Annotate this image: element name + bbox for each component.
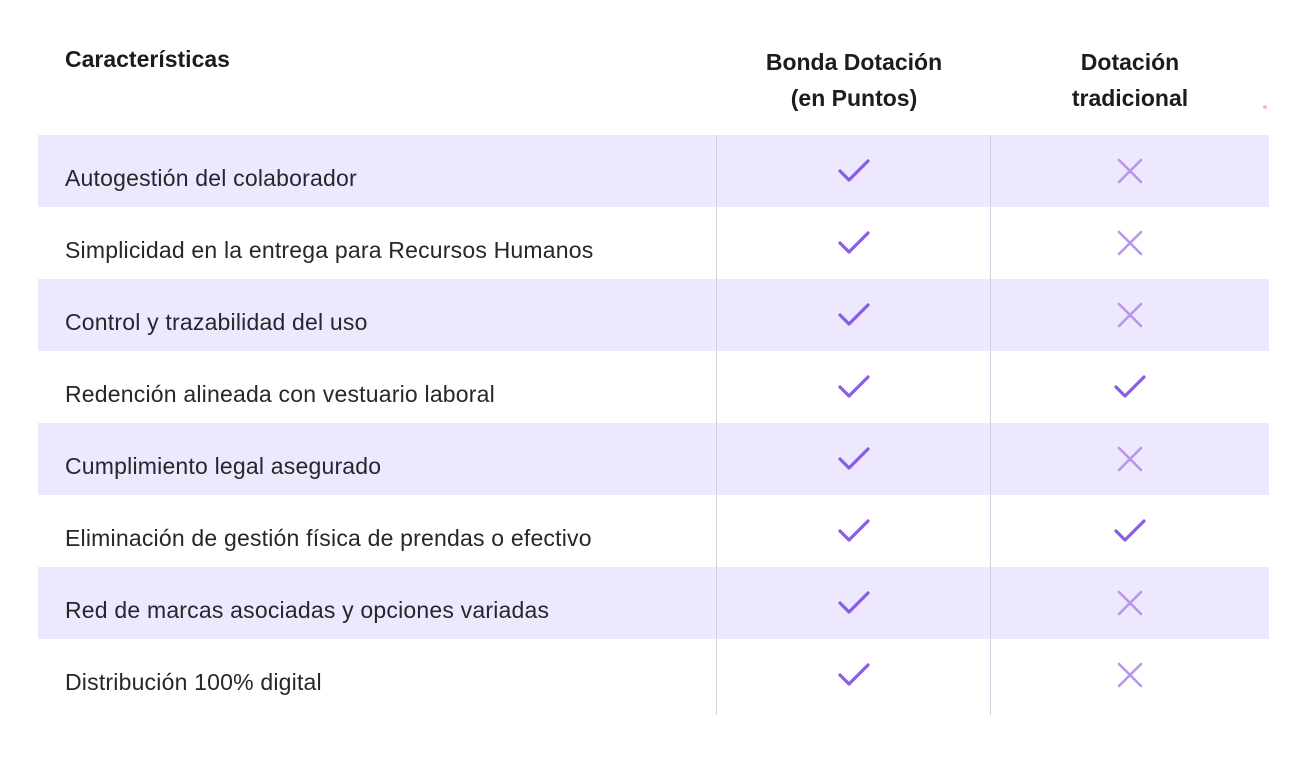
cross-icon xyxy=(991,567,1269,639)
check-icon xyxy=(717,207,991,279)
cross-icon xyxy=(991,135,1269,207)
cross-icon xyxy=(991,639,1269,711)
feature-label: Eliminación de gestión física de prendas… xyxy=(65,525,592,551)
feature-label: Simplicidad en la entrega para Recursos … xyxy=(65,237,594,263)
check-icon xyxy=(717,495,991,567)
table-row: Simplicidad en la entrega para Recursos … xyxy=(38,207,1269,279)
feature-label: Cumplimiento legal asegurado xyxy=(65,453,382,479)
feature-label: Red de marcas asociadas y opciones varia… xyxy=(65,597,550,623)
feature-label: Control y trazabilidad del uso xyxy=(65,309,368,335)
check-icon xyxy=(717,351,991,423)
comparison-table: Autogestión del colaborador Simplicidad e… xyxy=(38,135,1269,711)
table-row: Autogestión del colaborador xyxy=(38,135,1269,207)
feature-label: Autogestión del colaborador xyxy=(65,165,357,191)
table-header: Características Bonda Dotación (en Punto… xyxy=(0,0,1305,135)
table-row: Cumplimiento legal asegurado xyxy=(38,423,1269,495)
check-icon xyxy=(717,423,991,495)
check-icon xyxy=(717,135,991,207)
header-dotacion-tradicional: Dotación tradicional xyxy=(1071,49,1189,111)
cross-icon xyxy=(991,279,1269,351)
table-row: Red de marcas asociadas y opciones varia… xyxy=(38,567,1269,639)
column-divider xyxy=(990,135,991,715)
feature-label: Redención alineada con vestuario laboral xyxy=(65,381,495,407)
check-icon xyxy=(991,495,1269,567)
feature-label: Distribución 100% digital xyxy=(65,669,322,695)
check-icon xyxy=(717,567,991,639)
cross-icon xyxy=(991,423,1269,495)
header-bonda-dotacion: Bonda Dotación (en Puntos) xyxy=(765,49,943,111)
table-row: Redención alineada con vestuario laboral xyxy=(38,351,1269,423)
table-row: Control y trazabilidad del uso xyxy=(38,279,1269,351)
column-divider xyxy=(716,135,717,715)
table-row: Distribución 100% digital xyxy=(38,639,1269,711)
table-row: Eliminación de gestión física de prendas… xyxy=(38,495,1269,567)
check-icon xyxy=(991,351,1269,423)
cross-icon xyxy=(991,207,1269,279)
check-icon xyxy=(717,639,991,711)
header-features: Características xyxy=(65,46,230,72)
check-icon xyxy=(717,279,991,351)
decorative-dot xyxy=(1263,105,1267,109)
